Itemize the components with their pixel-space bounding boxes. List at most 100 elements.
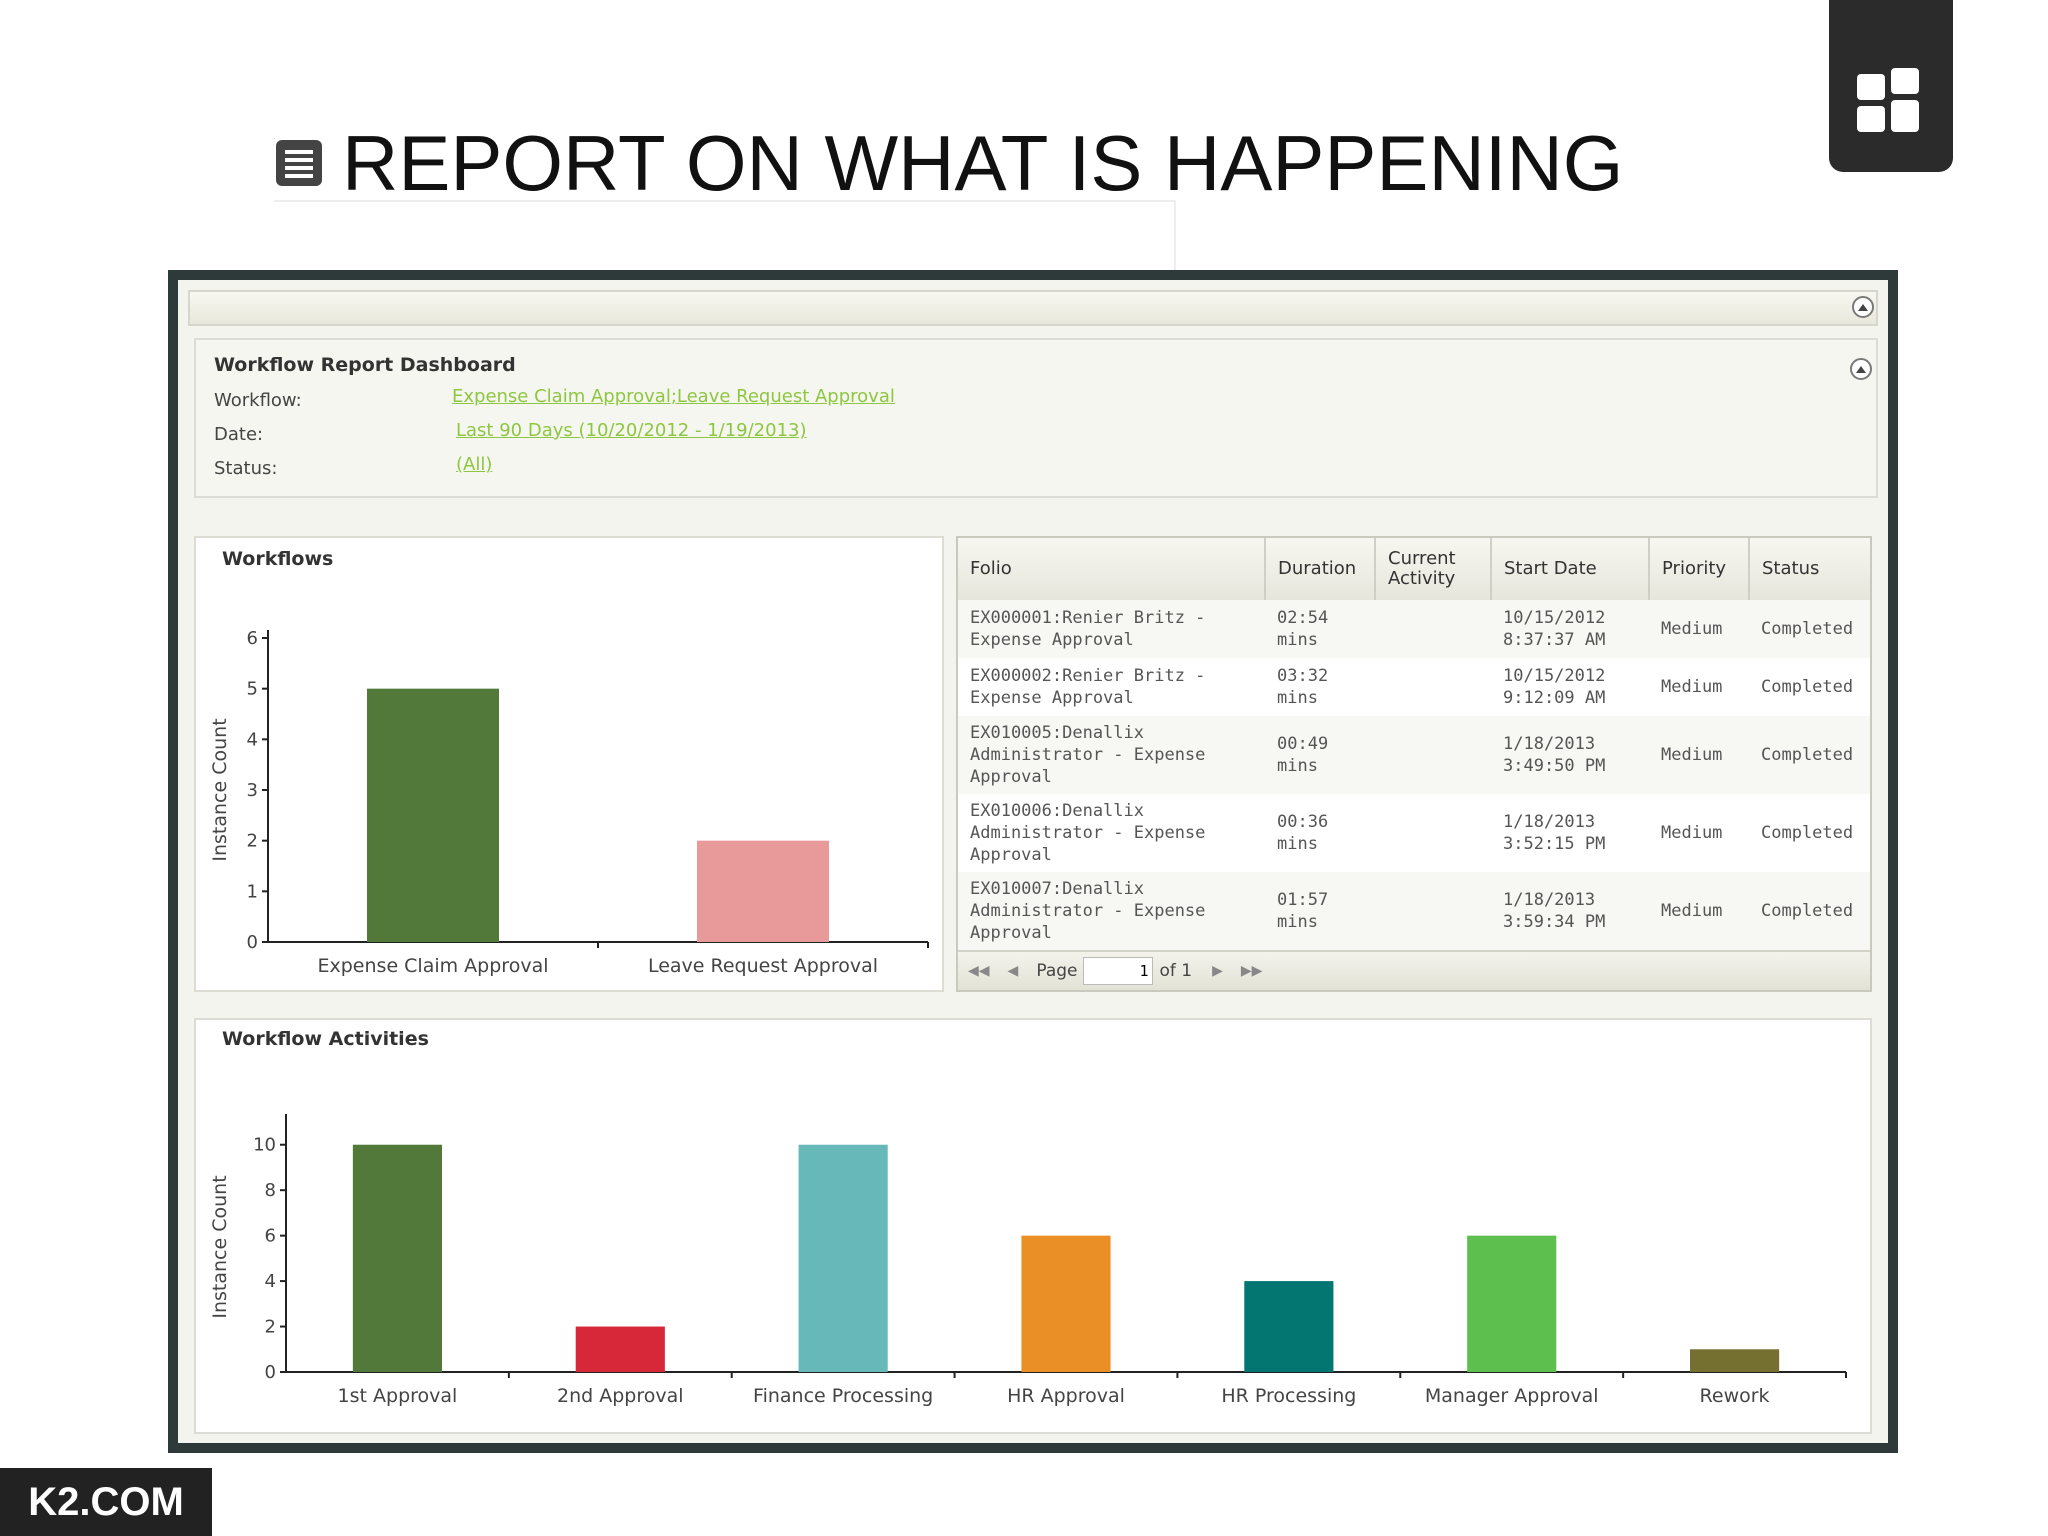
cell-priority: Medium — [1661, 901, 1723, 921]
slide-title-text: REPORT ON WHAT IS HAPPENING — [342, 118, 1624, 207]
cell-activity — [1375, 794, 1491, 872]
bar — [352, 1144, 442, 1372]
y-tick-label: 2 — [265, 1317, 276, 1338]
collapse-filter-button[interactable] — [1850, 358, 1872, 380]
workflows-chart-panel: Workflows 0 1 2 3 4 5 6 Instance Count Expense C… — [194, 536, 944, 992]
x-tick-label: Finance Processing — [753, 1385, 933, 1407]
title-divider — [274, 200, 1174, 202]
activities-chart: 0 2 4 6 8 10 Instance Count 1st Approval 2nd App… — [209, 1114, 1847, 1407]
column-status[interactable]: Status — [1749, 538, 1870, 600]
last-page-icon[interactable]: ▶▶ — [1240, 963, 1263, 979]
workflows-chart-title: Workflows — [222, 548, 334, 570]
cell-duration: 00:36 mins — [1277, 812, 1329, 854]
page-label: Page — [1036, 961, 1078, 981]
filter-date-link[interactable]: Last 90 Days (10/20/2012 - 1/19/2013) — [456, 420, 807, 441]
column-priority[interactable]: Priority — [1649, 538, 1750, 600]
bar — [697, 840, 829, 942]
bar — [367, 688, 499, 942]
title-divider-vertical — [1174, 200, 1176, 270]
table-row[interactable]: EX010006:Denallix Administrator - Expens… — [958, 794, 1870, 872]
y-tick-label: 4 — [265, 1271, 276, 1292]
slide-title: REPORT ON WHAT IS HAPPENING — [274, 118, 1623, 208]
y-axis-label: Instance Count — [209, 718, 231, 861]
cell-folio: EX000001:Renier Britz - Expense Approval — [970, 608, 1206, 650]
bar — [1690, 1349, 1780, 1372]
column-folio[interactable]: Folio — [958, 538, 1266, 600]
cell-activity — [1375, 658, 1491, 716]
collapse-toolbar-button[interactable] — [1852, 296, 1874, 318]
document-icon — [276, 140, 322, 186]
y-tick-label: 4 — [247, 729, 258, 750]
y-tick-label: 8 — [265, 1180, 276, 1201]
cell-status: Completed — [1761, 745, 1854, 765]
x-tick-label: 2nd Approval — [557, 1385, 684, 1407]
y-tick-label: 0 — [247, 932, 258, 953]
bar — [1021, 1235, 1111, 1372]
cell-folio: EX000002:Renier Britz - Expense Approval — [970, 666, 1206, 708]
cell-status: Completed — [1761, 619, 1854, 639]
y-tick-label: 6 — [247, 628, 258, 649]
y-tick-label: 3 — [247, 780, 258, 801]
x-tick-label: Leave Request Approval — [648, 955, 878, 977]
cell-status: Completed — [1761, 677, 1854, 697]
cell-activity — [1375, 716, 1491, 794]
dashboard-frame: Workflow Report Dashboard Workflow: Expe… — [168, 270, 1898, 1453]
cell-priority: Medium — [1661, 745, 1723, 765]
filter-workflow-link[interactable]: Expense Claim Approval;Leave Request App… — [452, 386, 895, 407]
cell-duration: 02:54 mins — [1277, 608, 1329, 650]
x-tick-label: 1st Approval — [338, 1385, 458, 1407]
cell-duration: 01:57 mins — [1277, 890, 1329, 932]
column-current-activity[interactable]: Current Activity — [1375, 538, 1492, 600]
x-tick-label: Expense Claim Approval — [318, 955, 549, 977]
y-tick-label: 10 — [253, 1135, 276, 1156]
cell-start-date: 10/15/2012 8:37:37 AM — [1503, 608, 1606, 650]
filter-status-label: Status: — [214, 458, 278, 479]
y-tick-label: 5 — [247, 679, 258, 700]
table-row[interactable]: EX010005:Denallix Administrator - Expens… — [958, 716, 1870, 794]
cell-priority: Medium — [1661, 677, 1723, 697]
x-tick-label: Rework — [1700, 1385, 1770, 1407]
bar — [798, 1144, 888, 1372]
filter-status-link[interactable]: (All) — [456, 454, 493, 475]
y-tick-label: 2 — [247, 831, 258, 852]
next-page-icon[interactable]: ▶ — [1212, 963, 1223, 979]
cell-folio: EX010005:Denallix Administrator - Expens… — [970, 723, 1206, 787]
table-row[interactable]: EX000001:Renier Britz - Expense Approval… — [958, 600, 1870, 658]
instances-table: Folio Duration Current Activity Start Da… — [956, 536, 1872, 992]
cell-start-date: 1/18/2013 3:49:50 PM — [1503, 734, 1606, 776]
column-start-date[interactable]: Start Date — [1491, 538, 1650, 600]
cell-duration: 03:32 mins — [1277, 666, 1329, 708]
cell-folio: EX010006:Denallix Administrator - Expens… — [970, 801, 1206, 865]
table-row[interactable]: EX010007:Denallix Administrator - Expens… — [958, 872, 1870, 950]
cell-start-date: 10/15/2012 9:12:09 AM — [1503, 666, 1606, 708]
x-tick-label: HR Processing — [1221, 1385, 1356, 1407]
y-tick-label: 1 — [247, 881, 258, 902]
dashboard-title: Workflow Report Dashboard — [214, 354, 516, 376]
dashboard-grid-icon — [1857, 68, 1919, 132]
cell-duration: 00:49 mins — [1277, 734, 1329, 776]
footer-brand: K2.COM — [0, 1468, 212, 1536]
cell-start-date: 1/18/2013 3:59:34 PM — [1503, 890, 1606, 932]
column-duration[interactable]: Duration — [1265, 538, 1376, 600]
page-of-label: of 1 — [1159, 961, 1193, 981]
activities-chart-panel: Workflow Activities 0 2 4 6 8 10 Instance Coun… — [194, 1018, 1872, 1434]
dashboard-toolbar — [188, 290, 1878, 326]
filter-date-label: Date: — [214, 424, 264, 445]
cell-start-date: 1/18/2013 3:52:15 PM — [1503, 812, 1606, 854]
bar — [1244, 1281, 1334, 1372]
table-pager: ◀◀ ◀ Page of 1 ▶ ▶▶ — [958, 950, 1870, 990]
filter-workflow: Workflow: — [214, 390, 302, 411]
cell-priority: Medium — [1661, 619, 1723, 639]
page-number-input[interactable] — [1083, 957, 1154, 985]
bar — [1467, 1235, 1557, 1372]
table-row[interactable]: EX000002:Renier Britz - Expense Approval… — [958, 658, 1870, 716]
cell-status: Completed — [1761, 823, 1854, 843]
y-axis-label: Instance Count — [209, 1175, 231, 1318]
x-tick-label: HR Approval — [1007, 1385, 1125, 1407]
brand-badge — [1829, 0, 1953, 172]
filter-date: Date: — [214, 424, 263, 445]
workflows-chart: 0 1 2 3 4 5 6 Instance Count Expense Claim Appro… — [209, 628, 929, 977]
first-page-icon[interactable]: ◀◀ — [968, 963, 990, 979]
cell-activity — [1375, 872, 1491, 950]
previous-page-icon[interactable]: ◀ — [1007, 963, 1019, 979]
